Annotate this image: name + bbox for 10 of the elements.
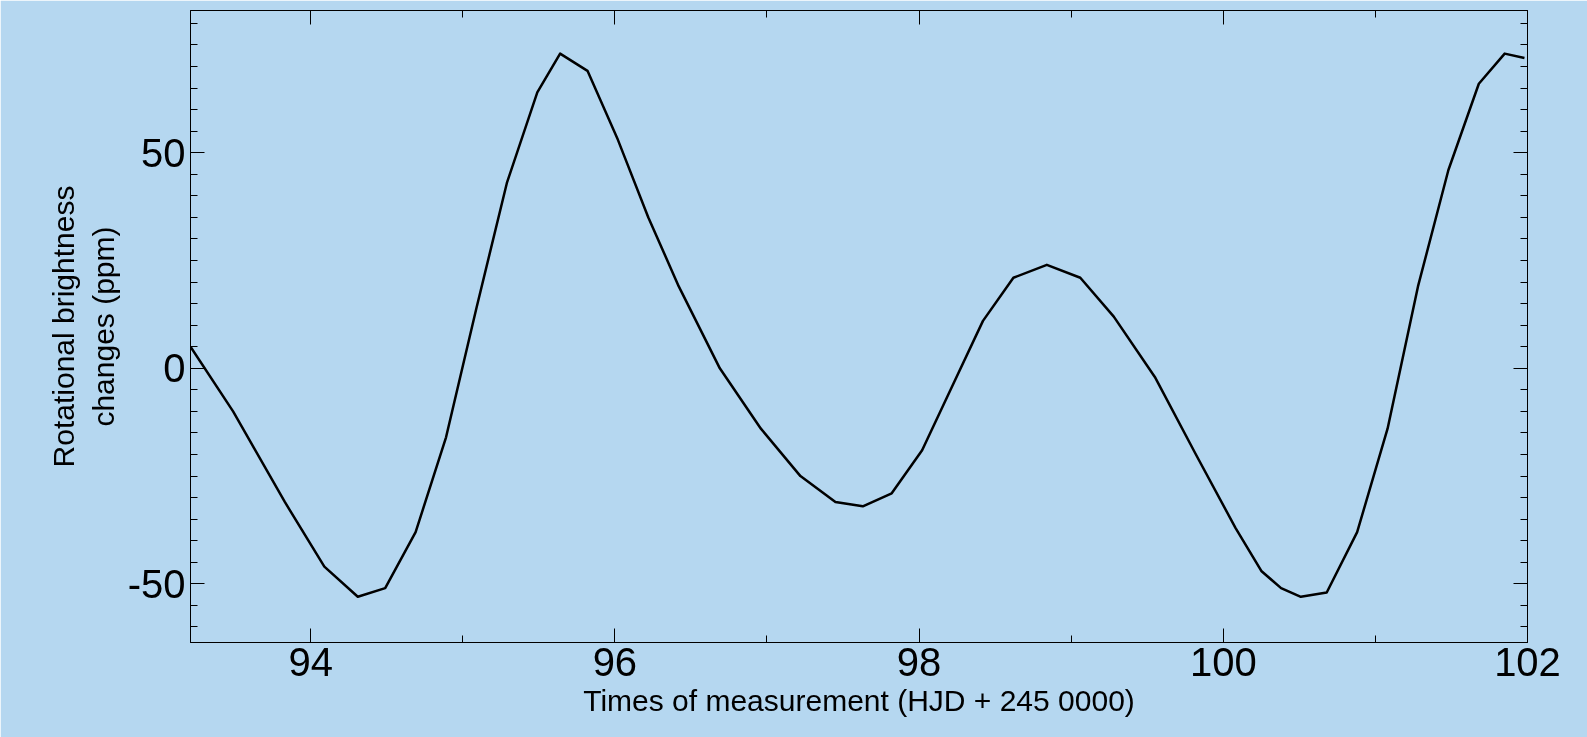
x-tick-label: 98 <box>896 639 942 684</box>
y-tick-label: -50 <box>127 561 186 606</box>
x-tick-label: 94 <box>288 639 333 684</box>
x-tick-label: 96 <box>592 639 638 684</box>
y-tick-label: 0 <box>163 346 186 391</box>
y-axis-title: Rotational brightness changes (ppm) <box>47 185 120 468</box>
x-tick-label: 100 <box>1189 639 1257 684</box>
x-axis-title: Times of measurement (HJD + 245 0000) <box>583 683 1135 717</box>
x-tick-label: 102 <box>1494 639 1561 684</box>
y-tick-label: 50 <box>141 130 186 175</box>
